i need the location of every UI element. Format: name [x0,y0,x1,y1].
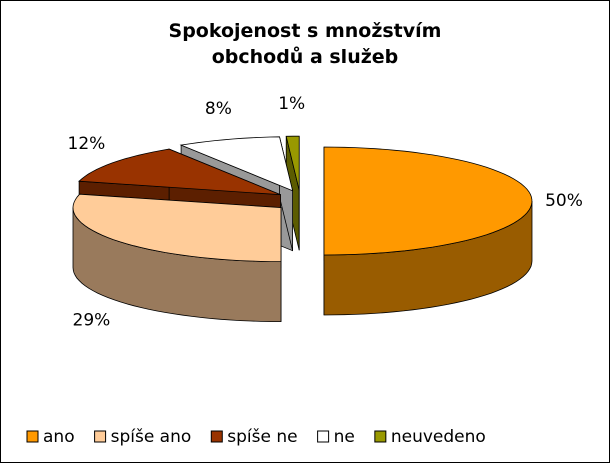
slice-top [285,135,300,191]
legend-swatch [374,430,387,443]
slice [72,193,282,322]
data-label: 12% [68,134,106,154]
slice-top [323,146,533,256]
legend-label: ne [334,427,355,447]
legend-label: neuvedeno [391,427,486,447]
slice-top [78,148,281,196]
legend-swatch [26,430,39,443]
legend-swatch [210,430,223,443]
data-label: 1% [278,94,305,114]
slice-top [179,136,294,192]
chart-title: Spokojenost s množstvím obchodů a služeb [168,20,442,68]
legend-swatch [94,430,107,443]
data-label: 50% [545,191,583,211]
legend-label: ano [43,427,75,447]
slice-top [72,193,282,262]
legend-label: spíše ne [227,427,297,447]
data-label: 8% [205,99,232,119]
legend-swatch [317,430,330,443]
data-label: 29% [73,310,111,330]
slice [323,146,533,316]
legend-label: spíše ano [111,427,192,447]
